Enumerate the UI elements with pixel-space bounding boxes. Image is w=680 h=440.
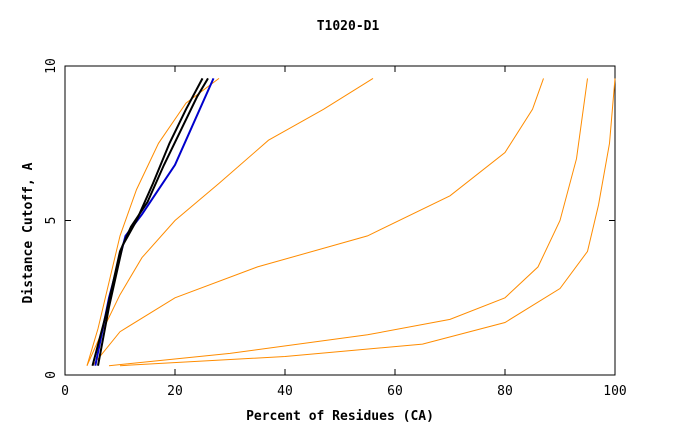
x-tick-label: 40 xyxy=(277,384,293,399)
series-line-orange-group-c xyxy=(92,78,544,367)
x-axis-label: Percent of Residues (CA) xyxy=(246,409,434,424)
y-tick-label: 0 xyxy=(44,371,59,379)
series-layer xyxy=(86,77,616,367)
chart-title: T1020-D1 xyxy=(317,19,380,34)
series-line-model-3 xyxy=(94,77,215,366)
axes-layer: 0 20 40 60 80 100 0 5 10 xyxy=(44,58,627,399)
x-tick-label: 80 xyxy=(497,384,513,399)
series-line-model-1 xyxy=(91,77,209,366)
y-tick-label: 10 xyxy=(44,58,59,74)
plot-frame xyxy=(64,65,616,376)
series-line-orange-group-b xyxy=(86,77,374,366)
series-line-orange-group-e xyxy=(119,78,616,367)
y-tick-label: 5 xyxy=(44,217,59,225)
x-tick-label: 20 xyxy=(167,384,183,399)
x-tick-label: 0 xyxy=(61,384,69,399)
x-tick-label: 100 xyxy=(603,384,626,399)
x-tick-label: 60 xyxy=(387,384,403,399)
y-axis-label: Distance Cutoff, A xyxy=(21,162,36,303)
series-line-orange-group-a xyxy=(86,77,220,366)
series-line-model-2 xyxy=(97,77,204,366)
series-line-orange-group-d xyxy=(108,78,588,367)
